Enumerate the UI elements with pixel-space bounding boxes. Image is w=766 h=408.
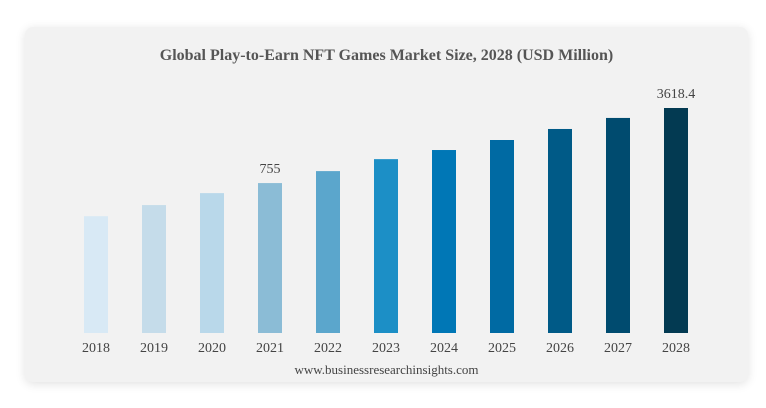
x-tick-label: 2020	[198, 341, 226, 356]
bar-2021	[258, 183, 282, 333]
bar-2025	[490, 140, 514, 333]
x-tick-label: 2028	[662, 341, 690, 356]
chart-title: Global Play-to-Earn NFT Games Market Siz…	[159, 47, 614, 64]
data-label: 755	[260, 162, 281, 177]
bar-2027	[606, 117, 630, 333]
chart-card: Global Play-to-Earn NFT Games Market Siz…	[25, 27, 748, 382]
x-tick-label: 2025	[488, 341, 516, 356]
x-tick-label: 2027	[604, 341, 632, 356]
x-tick-label: 2022	[314, 341, 342, 356]
x-tick-label: 2021	[256, 341, 284, 356]
bar-2020	[200, 193, 224, 333]
bar-2026	[548, 128, 572, 333]
source-url: www.businessresearchinsights.com	[294, 362, 479, 377]
bar-2024	[432, 150, 456, 333]
bar-2023	[374, 159, 398, 333]
bar-chart: 2018 2019 2020 2021 755 2022 2023 2024 2025 2026 2…	[82, 87, 696, 356]
x-tick-label: 2018	[82, 341, 110, 356]
bar-2018	[84, 216, 108, 333]
x-tick-label: 2026	[546, 341, 574, 356]
x-tick-label: 2024	[430, 341, 458, 356]
x-tick-label: 2019	[140, 341, 168, 356]
data-label: 3618.4	[657, 87, 696, 102]
bar-2028	[664, 108, 688, 333]
bar-2022	[316, 171, 340, 333]
bar-2019	[142, 205, 166, 333]
x-tick-label: 2023	[372, 341, 400, 356]
